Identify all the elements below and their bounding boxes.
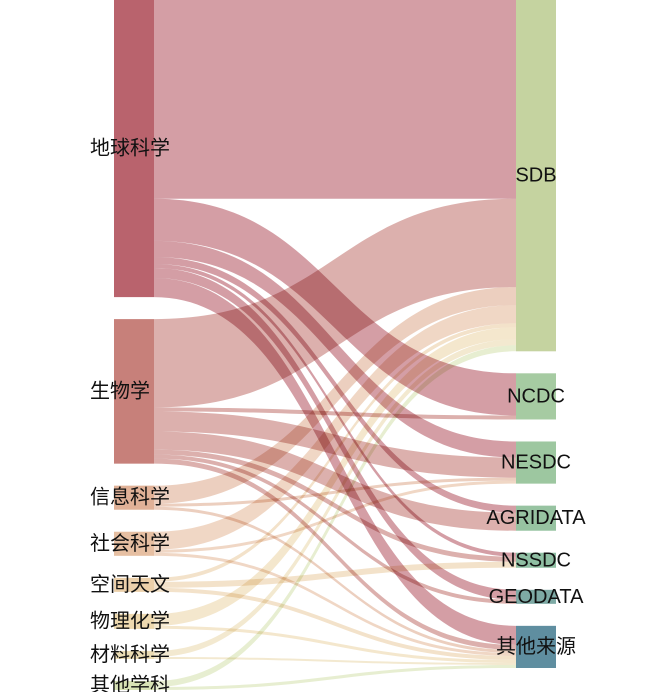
source-node-space xyxy=(114,577,154,592)
target-label-sdb: SDB xyxy=(515,165,556,187)
flow-earth-to-NESDC xyxy=(154,240,516,458)
flow-earth-to-NSSDC xyxy=(154,263,516,557)
source-label-bio: 生物学 xyxy=(90,379,150,402)
target-node-geodata xyxy=(516,589,556,604)
chart-nodes xyxy=(114,0,556,690)
flow-links xyxy=(154,0,516,690)
target-label-geodata: GEODATA xyxy=(489,586,584,608)
flow-mat-to-OTHERS xyxy=(154,656,516,665)
target-node-others xyxy=(516,625,556,668)
flow-bio-to-NSSDC xyxy=(154,449,516,562)
source-node-other xyxy=(114,680,154,690)
flow-space-to-OTHERS xyxy=(154,587,516,660)
flow-mat-to-SDB xyxy=(154,339,516,657)
source-node-earth xyxy=(114,0,154,298)
source-label-space: 空间天文 xyxy=(90,573,170,596)
source-label-mat: 材料科学 xyxy=(90,643,170,666)
target-node-agridata xyxy=(516,505,556,531)
flow-earth-to-SDB xyxy=(154,0,516,199)
target-node-nesdc xyxy=(516,441,556,484)
source-label-phys: 物理化学 xyxy=(90,609,170,632)
flow-earth-to-AGRIDATA xyxy=(154,256,516,513)
flow-info-to-OTHERS xyxy=(154,506,516,653)
target-node-ncdc xyxy=(516,373,556,420)
flow-other-to-OTHERS xyxy=(154,664,516,690)
flow-phys-to-SDB xyxy=(154,327,516,626)
flow-other-to-SDB xyxy=(154,345,516,687)
target-node-sdb xyxy=(516,0,556,352)
source-node-info xyxy=(114,485,154,510)
flow-bio-to-NESDC xyxy=(154,411,516,478)
source-node-phys xyxy=(114,613,154,629)
target-label-others: 其他来源 xyxy=(496,635,576,658)
target-node-nssdc xyxy=(516,552,556,568)
flow-space-to-NSSDC xyxy=(154,561,516,588)
flow-bio-to-NCDC xyxy=(154,407,516,420)
flow-phys-to-OTHERS xyxy=(154,625,516,663)
source-node-soc xyxy=(114,531,154,556)
flow-info-to-NESDC xyxy=(154,477,516,507)
target-label-ncdc: NCDC xyxy=(507,385,565,407)
flow-info-to-SDB xyxy=(154,287,516,504)
source-node-bio xyxy=(114,319,154,464)
flow-bio-to-OTHERS xyxy=(154,458,516,650)
flow-space-to-SDB xyxy=(154,323,516,582)
source-label-earth: 地球科学 xyxy=(90,137,170,160)
flow-soc-to-OTHERS xyxy=(154,552,516,656)
target-label-nssdc: NSSDC xyxy=(501,549,571,571)
source-label-info: 信息科学 xyxy=(90,486,170,509)
target-label-agridata: AGRIDATA xyxy=(486,507,586,529)
target-label-nesdc: NESDC xyxy=(501,452,571,474)
source-node-mat xyxy=(114,650,154,659)
flow-bio-to-GEODATA xyxy=(154,454,516,604)
source-label-other: 其他学科 xyxy=(90,673,170,692)
flow-earth-to-OTHERS xyxy=(154,278,516,645)
source-label-soc: 社会科学 xyxy=(90,532,170,555)
flow-soc-to-SDB xyxy=(154,305,516,550)
flow-bio-to-SDB xyxy=(154,198,516,408)
